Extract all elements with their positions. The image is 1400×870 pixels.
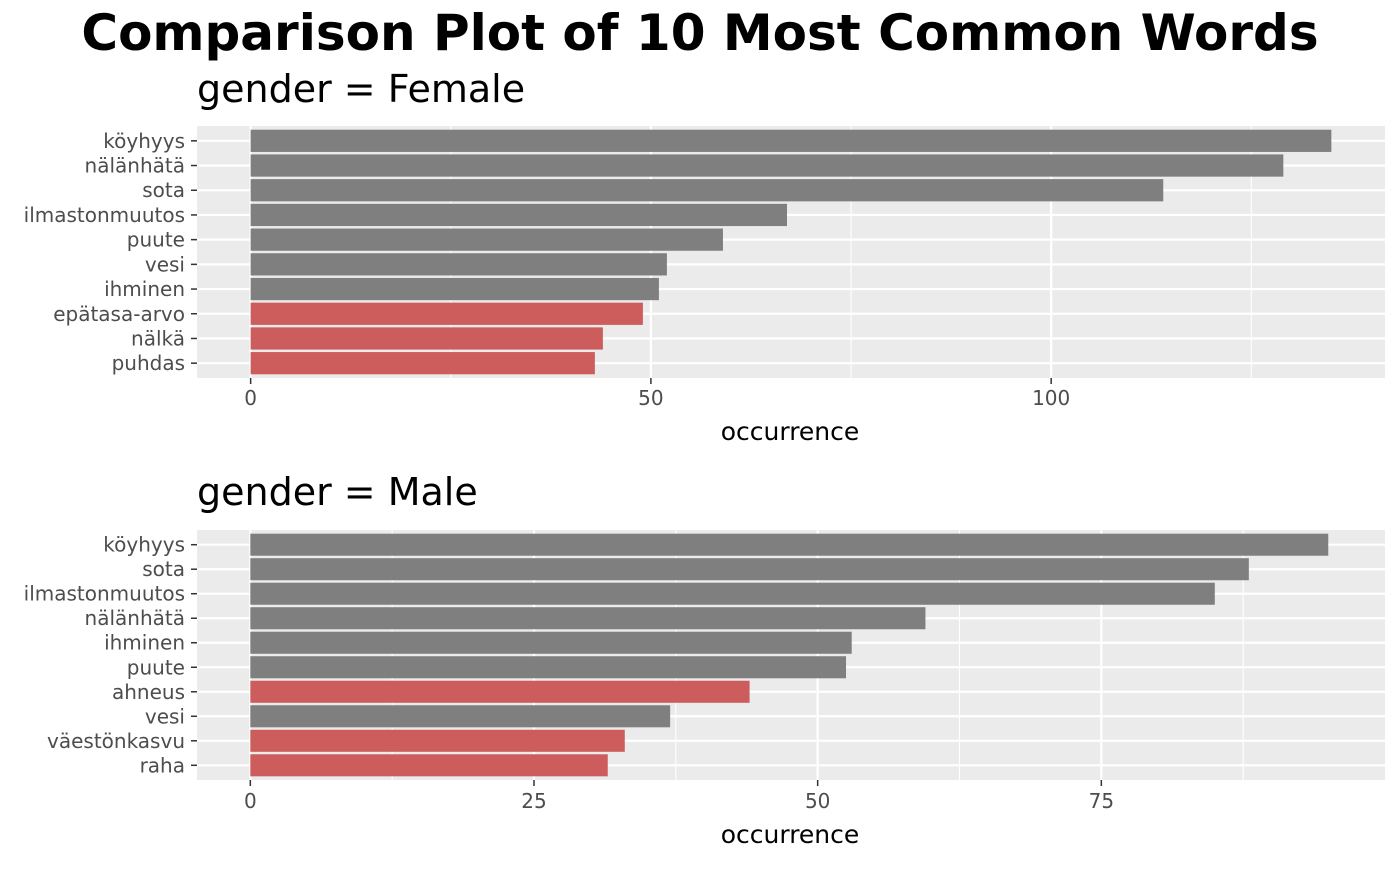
bar-male-4 [250, 607, 926, 630]
x-tick-label-female-1: 0 [244, 386, 257, 410]
category-label-male-10: raha [140, 753, 185, 777]
category-label-male-2: sota [142, 557, 185, 581]
bar-female-1 [250, 129, 1332, 152]
bar-female-4 [250, 203, 787, 227]
bar-male-7 [250, 680, 750, 703]
panel-female: köyhyysnälänhätäsotailmastonmuutospuutev… [24, 126, 1385, 410]
panel-title-female: gender = Female [197, 67, 525, 111]
bar-female-9 [250, 327, 603, 350]
panel-title-male: gender = Male [197, 470, 478, 514]
bar-female-10 [250, 352, 595, 375]
bar-male-3 [250, 582, 1215, 605]
bar-female-2 [250, 154, 1284, 177]
bar-female-5 [250, 228, 723, 251]
bar-male-8 [250, 705, 671, 728]
category-label-female-8: epätasa-arvo [53, 302, 185, 326]
chart-title: Comparison Plot of 10 Most Common Words [81, 4, 1318, 62]
category-label-male-6: puute [127, 655, 185, 679]
category-label-male-3: ilmastonmuutos [24, 582, 185, 606]
category-label-female-3: sota [142, 178, 185, 202]
category-label-male-1: köyhyys [103, 533, 185, 557]
x-tick-label-male-4: 75 [1089, 789, 1114, 813]
category-label-female-6: vesi [145, 252, 185, 276]
category-label-male-9: väestönkasvu [47, 729, 185, 753]
bar-female-7 [250, 277, 659, 301]
x-tick-label-male-2: 25 [521, 789, 546, 813]
x-axis-title-male: occurrence [721, 820, 860, 849]
category-label-female-4: ilmastonmuutos [24, 203, 185, 227]
bar-male-1 [250, 533, 1329, 556]
x-tick-label-male-1: 0 [244, 789, 257, 813]
category-label-female-7: ihminen [104, 277, 185, 301]
bar-female-8 [250, 302, 643, 325]
bar-male-10 [250, 754, 608, 777]
category-label-female-2: nälänhätä [85, 154, 185, 178]
category-label-female-9: nälkä [131, 326, 185, 350]
category-label-female-5: puute [127, 228, 185, 252]
category-label-male-4: nälänhätä [85, 606, 185, 630]
category-label-male-7: ahneus [112, 680, 185, 704]
category-label-female-1: köyhyys [103, 129, 185, 153]
x-axis-title-female: occurrence [721, 417, 860, 446]
bar-female-6 [250, 253, 667, 276]
x-tick-label-female-2: 50 [638, 386, 663, 410]
category-label-female-10: puhdas [112, 351, 185, 375]
bar-male-6 [250, 656, 847, 679]
panel-male: köyhyyssotailmastonmuutosnälänhätäihmine… [24, 530, 1385, 813]
category-label-male-8: vesi [145, 704, 185, 728]
x-tick-label-male-3: 50 [805, 789, 830, 813]
bar-male-5 [250, 631, 852, 654]
x-tick-label-female-3: 100 [1032, 386, 1070, 410]
bar-male-2 [250, 558, 1249, 581]
bar-male-9 [250, 729, 625, 752]
bar-female-3 [250, 179, 1164, 202]
category-label-male-5: ihminen [104, 631, 185, 655]
